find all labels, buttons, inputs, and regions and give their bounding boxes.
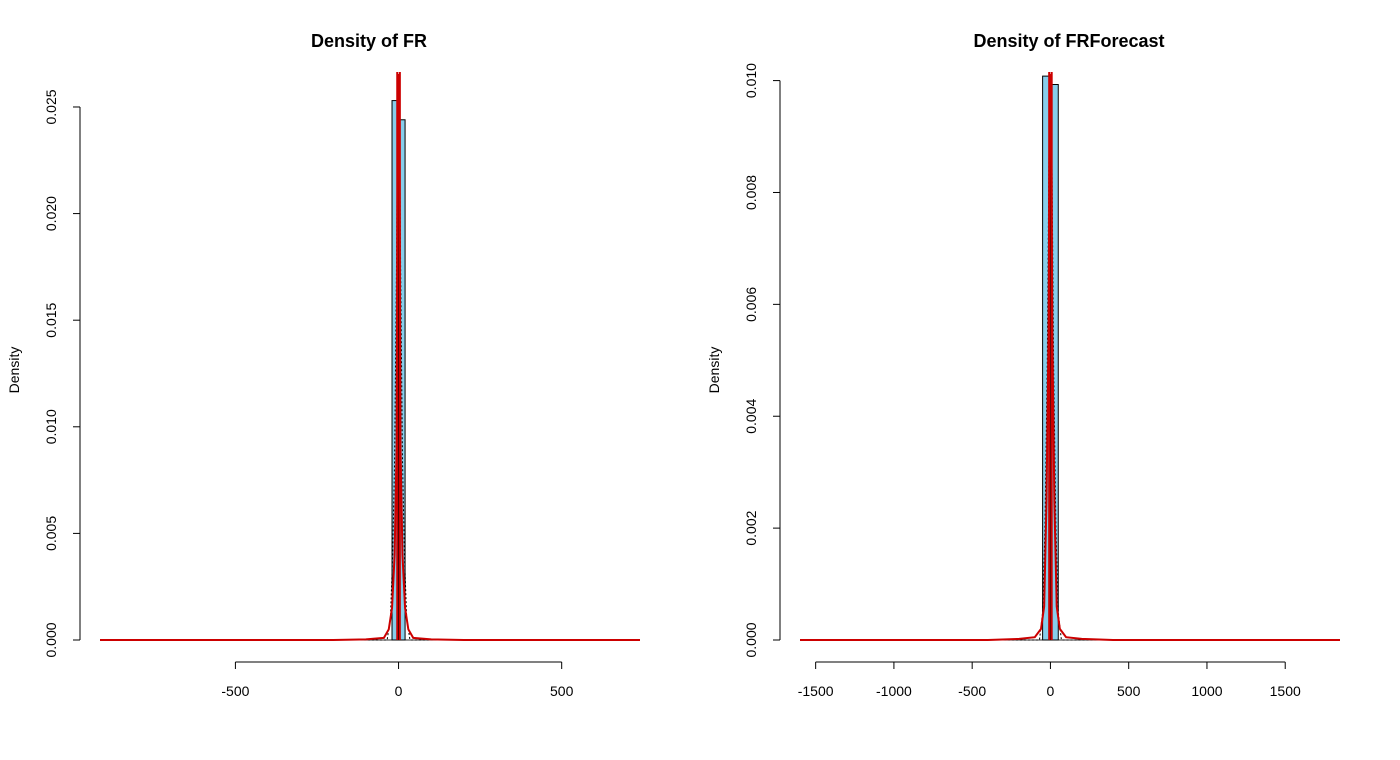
y-axis-title: Density <box>6 347 22 394</box>
y-axis: 0.000 0.002 0.004 0.006 0.008 0.010 <box>743 63 781 658</box>
y-tick-label: 0.006 <box>743 287 759 322</box>
chart-title: Density of FR <box>311 31 427 51</box>
y-tick-label: 0.015 <box>43 302 59 337</box>
y-tick-label: 0.025 <box>43 89 59 124</box>
chart-panel-fr: Density of FR Density 0.0000.0050.0100.0… <box>6 31 640 699</box>
x-tick-label: -500 <box>221 683 249 699</box>
x-tick-label: -1500 <box>798 683 834 699</box>
x-tick-label: -1000 <box>876 683 912 699</box>
y-tick-label: 0.005 <box>43 516 59 551</box>
y-tick-label: 0.004 <box>743 399 759 434</box>
x-axis: -1500 -1000 -500 0 500 1000 1500 <box>798 661 1301 699</box>
y-tick-label: 0.020 <box>43 196 59 231</box>
kernel-density-curve <box>100 74 640 641</box>
y-tick-label: 0.000 <box>43 622 59 657</box>
y-axis: 0.000 0.005 0.010 0.015 0.020 0.025 <box>43 89 81 658</box>
chart-panel-frforecast: Density of FRForecast Density 0.000 0.002… <box>706 31 1340 699</box>
y-axis-title: Density <box>706 347 722 394</box>
normal-density-curve <box>800 74 1340 641</box>
x-tick-label: 0 <box>1047 683 1055 699</box>
histogram-bar <box>398 119 406 641</box>
y-tick-label: 0.010 <box>43 409 59 444</box>
x-tick-label: 500 <box>550 683 574 699</box>
x-tick-label: -500 <box>958 683 986 699</box>
x-tick-label: 1500 <box>1270 683 1301 699</box>
x-tick-label: 1000 <box>1191 683 1222 699</box>
chart-title: Density of FRForecast <box>973 31 1164 51</box>
normal-density-curve <box>100 74 640 641</box>
x-tick-label: 500 <box>1117 683 1141 699</box>
plot-area <box>100 72 640 641</box>
plot-area <box>800 72 1340 641</box>
histogram-bar <box>1049 84 1059 641</box>
x-tick-label: 0 <box>395 683 403 699</box>
y-tick-label: 0.010 <box>743 63 759 98</box>
x-axis: -500 0 500 <box>221 661 574 699</box>
y-tick-label: 0.008 <box>743 175 759 210</box>
kernel-density-curve <box>800 74 1340 641</box>
y-tick-label: 0.000 <box>743 622 759 657</box>
y-tick-label: 0.002 <box>743 510 759 545</box>
